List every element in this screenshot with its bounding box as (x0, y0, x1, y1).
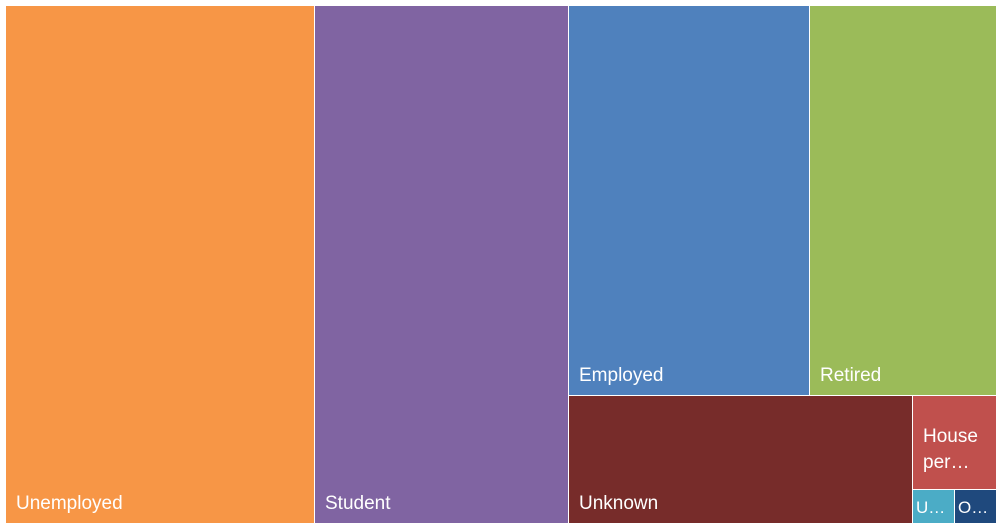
tile-o-small: O… (955, 490, 996, 523)
tile-retired: Retired (810, 6, 996, 395)
tile-unemployed: Unemployed (6, 6, 314, 523)
tile-label-student: Student (325, 493, 391, 514)
tile-u-small: U… (913, 490, 954, 523)
tile-label-unknown: Unknown (579, 493, 659, 514)
tile-label-unemployed: Unemployed (16, 493, 123, 514)
tile-employed: Employed (569, 6, 809, 395)
tile-student: Student (315, 6, 568, 523)
tile-label-u-small: U… (916, 498, 946, 517)
tile-label-house-person: House per… (923, 426, 978, 473)
tile-label-retired: Retired (820, 365, 882, 386)
tile-unknown: Unknown (569, 396, 912, 523)
tile-label-o-small: O… (958, 498, 989, 517)
tile-label-employed: Employed (579, 365, 664, 386)
tile-house-person: House per… (913, 396, 996, 489)
